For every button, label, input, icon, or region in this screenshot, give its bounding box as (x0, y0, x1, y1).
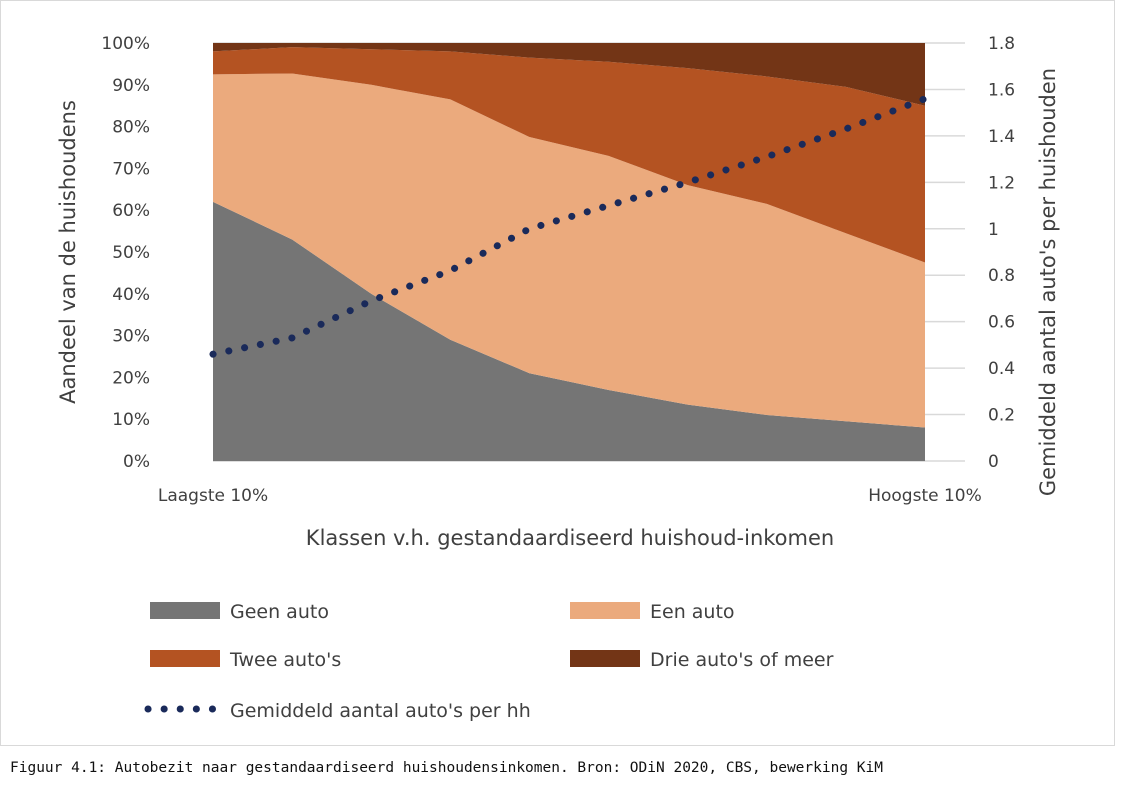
legend-label: Een auto (650, 601, 735, 623)
y-axis-right-label: Gemiddeld aantal auto's per huishouden (1036, 68, 1060, 496)
y-tick-label: 90% (112, 76, 150, 96)
y-right-tick-label: 0.2 (988, 406, 1015, 426)
legend-swatch (570, 650, 640, 667)
y-tick-label: 100% (101, 34, 150, 54)
y-right-tick-label: 1.4 (988, 127, 1015, 147)
y-tick-label: 30% (112, 327, 150, 347)
y-tick-label: 70% (112, 159, 150, 179)
y-tick-label: 20% (112, 368, 150, 388)
area-drie-auto-s-of-meer (213, 43, 925, 106)
legend-label: Drie auto's of meer (650, 649, 834, 671)
legend: Geen auto Een auto Twee auto's Drie auto's … (144, 601, 834, 722)
y-axis-left-ticks: 0% 10% 20% 30% 40% 50% 60% 70% 80% 90% 100% (101, 34, 150, 472)
y-right-tick-label: 1.8 (988, 34, 1015, 54)
y-right-tick-label: 1 (988, 220, 999, 240)
y-tick-label: 80% (112, 118, 150, 138)
y-tick-label: 0% (123, 452, 150, 472)
stacked-area-chart: 0% 10% 20% 30% 40% 50% 60% 70% 80% 90% 100% 0 0.2 0.… (56, 34, 1060, 722)
y-right-tick-label: 1.6 (988, 80, 1015, 100)
x-tick-first: Laagste 10% (158, 486, 268, 506)
average-line (209, 95, 929, 358)
y-tick-label: 10% (112, 410, 150, 430)
area-twee-auto-s (213, 47, 925, 263)
chart-frame (0, 0, 1115, 746)
y-right-tick-label: 0.4 (988, 359, 1015, 379)
y-tick-label: 60% (112, 201, 150, 221)
areas (213, 43, 925, 461)
x-tick-last: Hoogste 10% (868, 486, 982, 506)
y-axis-right-ticks: 0 0.2 0.4 0.6 0.8 1 1.2 1.4 1.6 1.8 (988, 34, 1015, 472)
legend-swatch (150, 602, 220, 619)
figure-caption: Figuur 4.1: Autobezit naar gestandaardis… (10, 760, 883, 776)
legend-swatch (570, 602, 640, 619)
y-right-tick-label: 1.2 (988, 173, 1015, 193)
y-right-tick-label: 0.8 (988, 266, 1015, 286)
x-axis-label: Klassen v.h. gestandaardiseerd huishoud-… (306, 526, 834, 550)
y-tick-label: 50% (112, 243, 150, 263)
legend-label: Geen auto (230, 601, 329, 623)
y-tick-label: 40% (112, 285, 150, 305)
average-cars-line (209, 95, 929, 358)
legend-label: Gemiddeld aantal auto's per hh (230, 700, 531, 722)
y-axis-label: Aandeel van de huishoudens (56, 100, 80, 404)
area-een-auto (213, 73, 925, 428)
y-right-tick-label: 0 (988, 452, 999, 472)
legend-swatch (150, 650, 220, 667)
area-geen-auto (213, 201, 925, 461)
y-right-tick-label: 0.6 (988, 313, 1015, 333)
legend-label: Twee auto's (229, 649, 341, 671)
